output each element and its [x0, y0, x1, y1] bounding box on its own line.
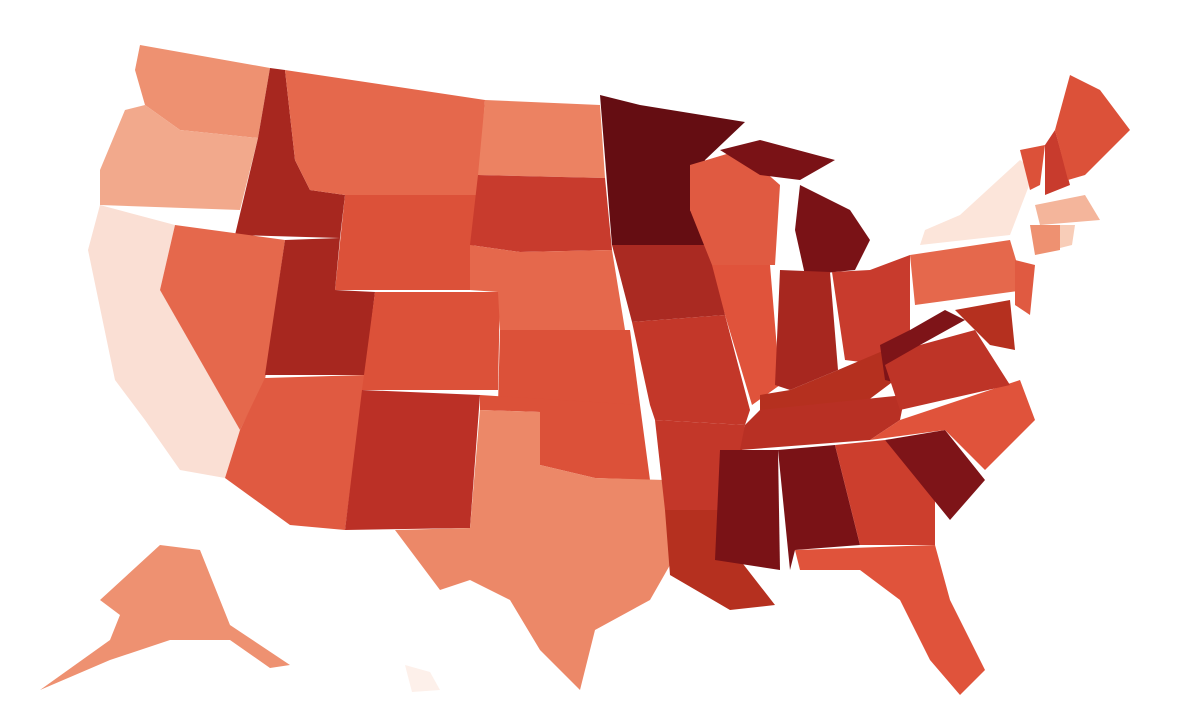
state	[1035, 195, 1100, 225]
state	[775, 270, 838, 390]
state	[470, 175, 612, 252]
state	[345, 390, 480, 530]
state	[498, 330, 640, 405]
state	[1045, 130, 1070, 195]
state	[405, 665, 440, 692]
state	[160, 225, 285, 430]
state	[1055, 75, 1130, 180]
state	[1030, 225, 1060, 255]
state	[910, 240, 1025, 305]
state	[600, 95, 745, 245]
state	[40, 545, 290, 690]
state	[362, 292, 500, 390]
state	[478, 100, 605, 178]
state	[612, 245, 725, 322]
state	[885, 430, 985, 520]
state	[832, 255, 910, 365]
state	[470, 245, 625, 330]
state	[955, 300, 1015, 350]
state	[795, 185, 870, 275]
state	[920, 160, 1035, 245]
state	[88, 205, 240, 478]
state	[760, 350, 895, 410]
state	[1015, 260, 1035, 315]
state	[265, 238, 375, 375]
state	[740, 395, 905, 450]
state	[885, 330, 1010, 410]
state	[795, 545, 985, 695]
state	[1060, 225, 1075, 248]
state	[720, 140, 835, 180]
state	[870, 380, 1035, 470]
state	[100, 105, 258, 210]
state	[1020, 145, 1045, 190]
state	[632, 315, 750, 425]
state	[715, 450, 780, 570]
state	[285, 70, 485, 195]
state	[135, 45, 270, 138]
state	[712, 265, 780, 405]
state	[225, 375, 365, 530]
state	[778, 445, 860, 570]
state	[395, 410, 670, 690]
state	[235, 68, 345, 238]
state	[335, 195, 478, 290]
state	[480, 395, 650, 480]
state	[690, 150, 780, 265]
